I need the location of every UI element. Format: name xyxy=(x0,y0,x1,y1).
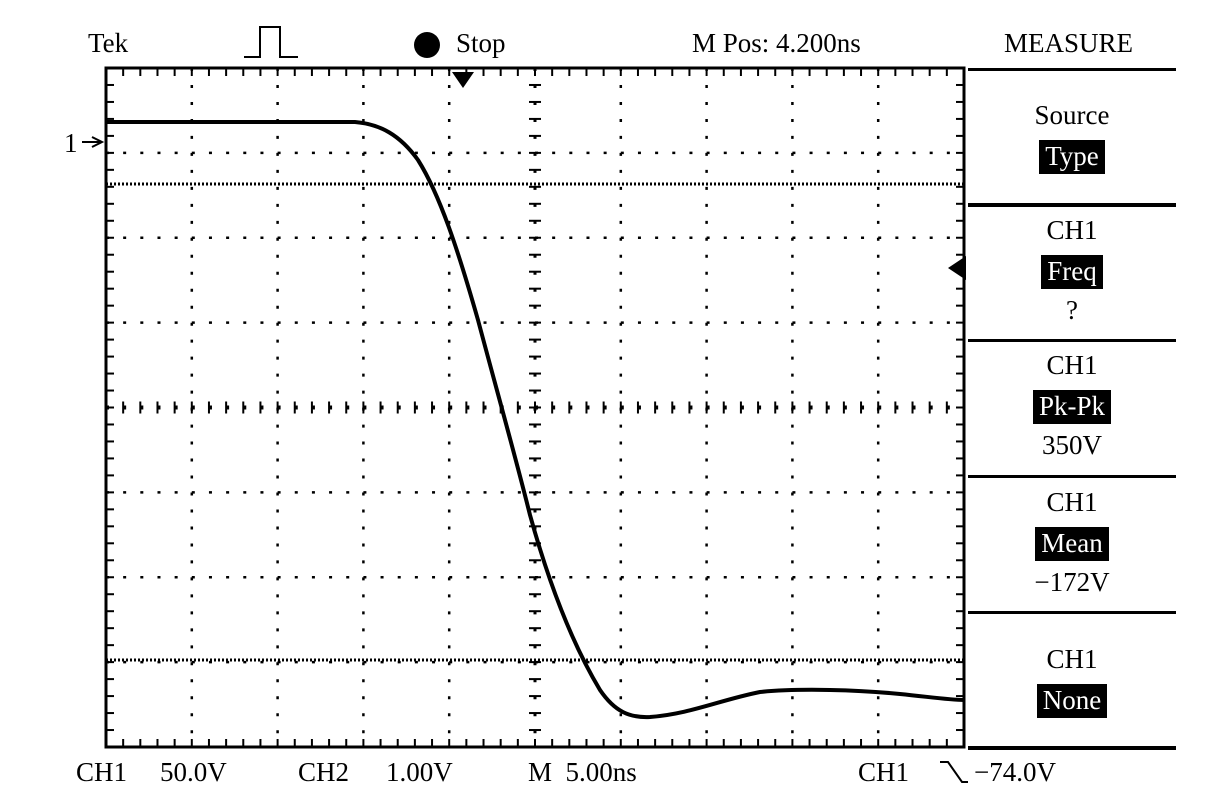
timebase: M 5.00ns xyxy=(528,757,637,787)
menu-separator xyxy=(968,475,1176,478)
menu-item-label: Source xyxy=(1034,100,1110,130)
acquisition-state: Stop xyxy=(456,28,506,58)
trigger-position-marker xyxy=(452,72,474,88)
menu-title: MEASURE xyxy=(1004,28,1134,58)
falling-edge-icon xyxy=(940,761,968,783)
menu-item-value: Type xyxy=(1039,140,1105,174)
menu-item-type: Mean xyxy=(1035,527,1109,561)
trigger-level: −74.0V xyxy=(974,757,1056,787)
brand-label: Tek xyxy=(88,28,129,58)
menu-item-type: None xyxy=(1036,684,1108,718)
graticule xyxy=(106,68,964,747)
ch1-label: CH1 xyxy=(76,757,128,787)
trigger-level-marker xyxy=(948,256,966,280)
menu-item-label: CH1 xyxy=(1046,215,1098,245)
menu-separator xyxy=(968,611,1176,614)
menu-item-reading: ? xyxy=(1066,295,1078,325)
graticule-border xyxy=(104,66,966,749)
menu-item-label: CH1 xyxy=(1046,350,1098,380)
menu-item-type: Pk-Pk xyxy=(1032,390,1112,424)
menu-separator xyxy=(968,68,1176,71)
menu-item-reading: 350V xyxy=(1042,430,1102,460)
menu-separator xyxy=(968,203,1176,207)
menu-item-measure-1[interactable]: CH1 Freq ? xyxy=(968,215,1176,325)
menu-item-measure-2[interactable]: CH1 Pk-Pk 350V xyxy=(968,350,1176,460)
menu-separator xyxy=(968,746,1176,750)
ch1-waveform-trace xyxy=(106,120,965,720)
menu-item-label: CH1 xyxy=(1046,487,1098,517)
horizontal-position: M Pos: 4.200ns xyxy=(692,28,861,58)
ch2-label: CH2 xyxy=(298,757,350,787)
menu-item-reading: −172V xyxy=(1034,567,1110,597)
ch1-scale: 50.0V xyxy=(160,757,227,787)
rising-pulse-icon xyxy=(244,26,298,58)
menu-separator xyxy=(968,339,1176,342)
channel-1-marker: 1 xyxy=(64,128,78,158)
trigger-source: CH1 xyxy=(858,757,910,787)
filled-circle-icon xyxy=(414,32,440,58)
ch2-scale: 1.00V xyxy=(386,757,453,787)
menu-item-measure-3[interactable]: CH1 Mean −172V xyxy=(968,487,1176,597)
menu-item-label: CH1 xyxy=(1046,644,1098,674)
menu-item-measure-4[interactable]: CH1 None xyxy=(968,644,1176,718)
channel-1-arrow xyxy=(82,136,105,148)
menu-item-source[interactable]: Source Type xyxy=(968,100,1176,174)
menu-item-type: Freq xyxy=(1041,255,1103,289)
